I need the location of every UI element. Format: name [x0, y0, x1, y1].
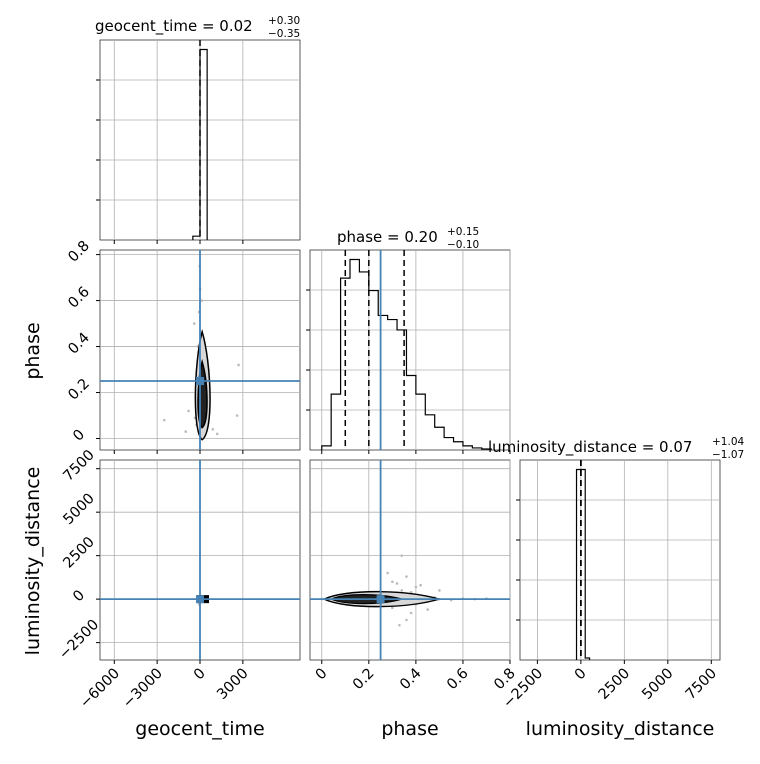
- truth-marker: [196, 377, 204, 386]
- sample-point: [386, 571, 389, 575]
- title-phase-plus: +0.15: [447, 226, 479, 238]
- x-tick-label: 3000: [214, 666, 251, 703]
- sample-point: [398, 623, 401, 627]
- sample-point: [409, 611, 413, 615]
- panel-2d-phase-luminosity_distance: 0 0.2 0.4 0.6 0.8: [309, 459, 519, 694]
- x-tick-label: 2500: [596, 666, 633, 703]
- xlabel-luminosity_distance: luminosity_distance: [526, 718, 715, 740]
- panel-2d-geocent_time-phase: 0 0.2 0.4 0.6 0.8: [65, 238, 301, 454]
- y-tick-label: −2500: [56, 617, 102, 663]
- sample-point: [215, 432, 219, 436]
- x-tick-label: 0: [572, 666, 590, 684]
- xlabel-phase: phase: [381, 718, 438, 740]
- sample-point: [400, 589, 404, 592]
- title-luminosity_distance-plus: +1.04: [712, 436, 744, 448]
- sample-point: [400, 554, 404, 557]
- title-geocent_time-minus: −0.35: [268, 28, 300, 40]
- x-tick-label: 0.6: [444, 666, 472, 694]
- sample-point: [192, 322, 196, 325]
- panel-frame: [309, 459, 511, 661]
- title-luminosity_distance-minus: −1.07: [712, 449, 744, 461]
- x-tick-label: −6000: [77, 666, 123, 712]
- y-tick-label: 5000: [60, 491, 97, 528]
- x-tick-label: 0: [191, 666, 209, 684]
- ylabel-luminosity_distance: luminosity_distance: [22, 467, 44, 656]
- sample-point: [438, 589, 441, 592]
- sample-point: [391, 606, 394, 610]
- truth-marker: [376, 595, 385, 604]
- title-luminosity_distance: luminosity_distance = 0.07: [488, 438, 692, 457]
- ylabel-phase: phase: [22, 322, 44, 379]
- sample-point: [414, 585, 418, 589]
- sample-point: [235, 414, 239, 417]
- panel-hist-geocent_time: [96, 39, 301, 244]
- y-tick-label: 0: [70, 427, 88, 445]
- sample-point: [200, 299, 204, 302]
- y-tick-label: 0.2: [65, 376, 93, 404]
- y-tick-label: 2500: [60, 534, 97, 571]
- sample-point: [211, 428, 215, 431]
- xlabel-geocent_time: geocent_time: [135, 718, 264, 740]
- x-tick-label: 5000: [639, 666, 676, 703]
- x-tick-label: 0.2: [350, 666, 378, 694]
- sample-point: [162, 418, 166, 422]
- sample-point: [405, 575, 408, 578]
- title-geocent_time: geocent_time = 0.02: [95, 17, 253, 36]
- y-tick-label: 0: [70, 587, 88, 605]
- y-tick-label: 0.6: [65, 284, 93, 312]
- panel-hist-luminosity_distance: −2500 0 2500 5000 7500: [500, 459, 721, 712]
- x-tick-label: 0: [313, 666, 331, 684]
- sample-point: [237, 363, 240, 367]
- sample-point: [391, 580, 394, 584]
- truth-marker: [196, 595, 204, 604]
- panel-2d-geocent_time-luminosity_distance: −2500 0 2500 5000 7500 −6000−3000 0 3000: [56, 447, 301, 712]
- panel-hist-phase: [306, 249, 511, 454]
- histogram-step: [321, 258, 492, 450]
- y-tick-label: 7500: [60, 447, 97, 484]
- panel-frame: [519, 459, 721, 661]
- sample-point: [419, 583, 422, 587]
- sample-point: [184, 430, 188, 433]
- panel-frame: [309, 249, 511, 451]
- sample-point: [405, 618, 408, 622]
- sample-point: [187, 409, 190, 413]
- y-tick-label: 0.8: [65, 238, 93, 266]
- histogram-step: [575, 468, 591, 660]
- sample-point: [426, 608, 429, 611]
- x-tick-label: 0.4: [397, 666, 425, 694]
- title-phase-minus: −0.10: [447, 239, 479, 251]
- x-tick-label: 7500: [683, 666, 720, 703]
- x-tick-label: −3000: [120, 666, 166, 712]
- title-geocent_time-plus: +0.30: [268, 15, 300, 27]
- sample-point: [395, 582, 399, 585]
- title-phase: phase = 0.20: [337, 228, 438, 246]
- y-tick-label: 0.4: [65, 330, 93, 358]
